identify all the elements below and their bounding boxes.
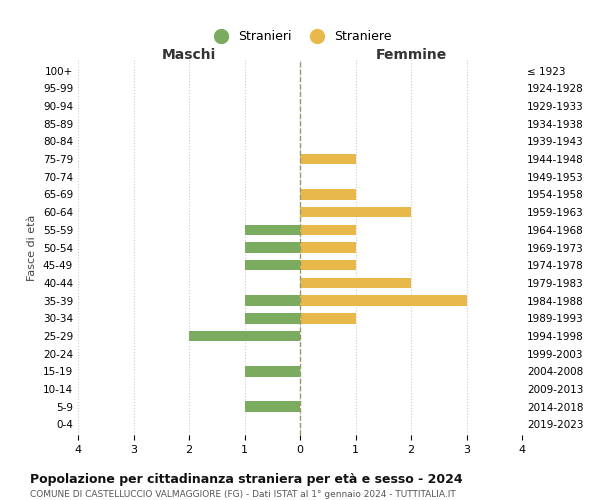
Bar <box>245 224 300 235</box>
Bar <box>245 260 300 270</box>
Bar <box>300 154 355 164</box>
Bar <box>245 313 300 324</box>
Bar <box>300 224 355 235</box>
Legend: Stranieri, Straniere: Stranieri, Straniere <box>203 25 397 48</box>
Y-axis label: Anni di nascita: Anni di nascita <box>598 206 600 289</box>
Bar <box>300 189 355 200</box>
Bar <box>189 330 300 341</box>
Bar <box>300 242 355 253</box>
Y-axis label: Fasce di età: Fasce di età <box>28 214 37 280</box>
Bar <box>300 278 411 288</box>
Bar <box>245 296 300 306</box>
Text: Popolazione per cittadinanza straniera per età e sesso - 2024: Popolazione per cittadinanza straniera p… <box>30 472 463 486</box>
Bar <box>300 313 355 324</box>
Text: COMUNE DI CASTELLUCCIO VALMAGGIORE (FG) - Dati ISTAT al 1° gennaio 2024 - TUTTIT: COMUNE DI CASTELLUCCIO VALMAGGIORE (FG) … <box>30 490 456 499</box>
Bar <box>245 402 300 412</box>
Bar <box>245 242 300 253</box>
Bar <box>300 296 467 306</box>
Bar <box>300 207 411 218</box>
Text: Maschi: Maschi <box>162 48 216 62</box>
Text: Femmine: Femmine <box>376 48 446 62</box>
Bar <box>245 366 300 376</box>
Bar <box>300 260 355 270</box>
